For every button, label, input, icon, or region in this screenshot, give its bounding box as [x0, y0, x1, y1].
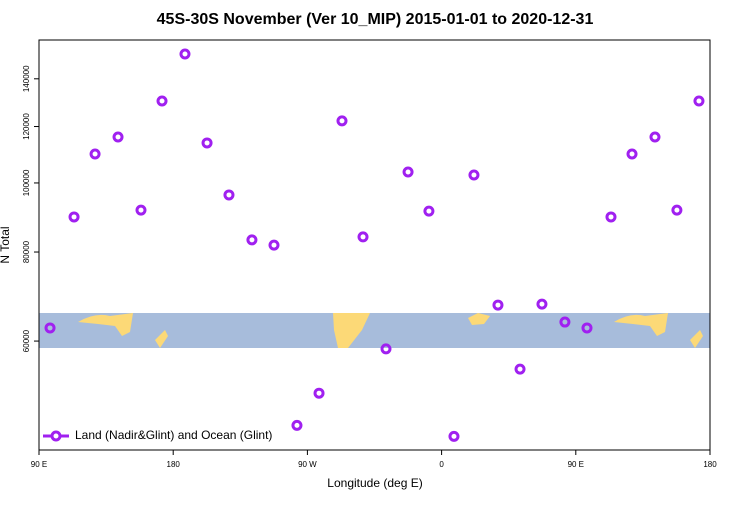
point: [492, 299, 504, 311]
point: [559, 316, 571, 328]
point: [291, 419, 303, 431]
point: [514, 363, 526, 375]
plot-frame: [38, 39, 711, 451]
y-tick-label: 60000: [22, 329, 31, 352]
x-axis-label: Longitude (deg E): [327, 476, 422, 490]
point: [135, 204, 147, 216]
point: [313, 387, 325, 399]
point: [223, 189, 235, 201]
y-axis-label: N Total: [0, 226, 12, 263]
point: [626, 148, 638, 160]
point: [357, 231, 369, 243]
point: [380, 343, 392, 355]
point: [44, 322, 56, 334]
point: [402, 166, 414, 178]
point: [649, 131, 661, 143]
legend-label: Land (Nadir&Glint) and Ocean (Glint): [75, 428, 272, 442]
point: [246, 234, 258, 246]
point: [468, 169, 480, 181]
x-tick-label: 90 E: [31, 460, 47, 469]
point: [693, 95, 705, 107]
point: [201, 137, 213, 149]
point: [605, 211, 617, 223]
point: [112, 131, 124, 143]
point: [156, 95, 168, 107]
point: [268, 239, 280, 251]
point: [89, 148, 101, 160]
x-tick-label: 180: [703, 460, 717, 469]
point: [336, 115, 348, 127]
y-tick-label: 100000: [22, 169, 31, 196]
point: [448, 430, 460, 442]
x-tick-label: 90 E: [568, 460, 584, 469]
point: [423, 205, 435, 217]
y-tick-label: 80000: [22, 240, 31, 263]
y-tick-label: 140000: [22, 65, 31, 92]
point: [536, 298, 548, 310]
point: [671, 204, 683, 216]
legend-marker: [50, 430, 62, 442]
point: [581, 322, 593, 334]
map-band: [39, 313, 710, 348]
y-tick-label: 120000: [22, 113, 31, 140]
x-tick-label: 180: [167, 460, 181, 469]
x-tick-label: 90 W: [298, 460, 317, 469]
point: [179, 48, 191, 60]
chart-title: 45S-30S November (Ver 10_MIP) 2015-01-01…: [157, 11, 594, 28]
x-tick-label: 0: [439, 460, 444, 469]
point: [68, 211, 80, 223]
